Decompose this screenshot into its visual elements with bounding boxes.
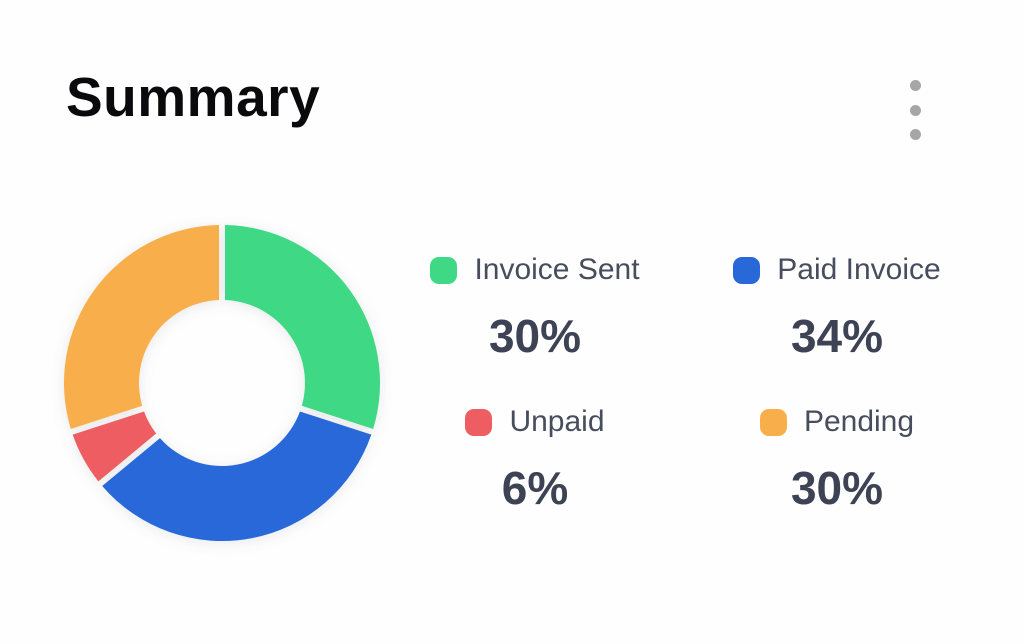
legend-swatch-invoice-sent xyxy=(430,256,458,284)
legend-item-unpaid[interactable]: Unpaid 6% xyxy=(405,405,665,511)
legend-label: Invoice Sent xyxy=(474,253,640,286)
kebab-menu-icon xyxy=(909,104,921,116)
donut-segment-invoice-sent[interactable] xyxy=(225,225,381,429)
kebab-menu-icon xyxy=(909,80,921,91)
legend-item-pending[interactable]: Pending 30% xyxy=(707,405,967,511)
legend: Invoice Sent 30% Paid Invoice 34% Unpaid… xyxy=(405,253,967,511)
legend-entry: Unpaid xyxy=(465,405,605,439)
donut-segment-unpaid[interactable] xyxy=(72,411,157,482)
legend-swatch-paid-invoice xyxy=(733,256,761,284)
donut-segment-pending[interactable] xyxy=(63,225,219,429)
legend-swatch-unpaid xyxy=(465,408,493,436)
legend-label: Pending xyxy=(803,405,915,438)
legend-swatch-pending xyxy=(759,408,787,436)
legend-value: 30% xyxy=(790,462,884,514)
donut-chart xyxy=(63,225,381,542)
legend-item-invoice-sent[interactable]: Invoice Sent 30% xyxy=(405,253,665,359)
kebab-menu-icon xyxy=(909,129,921,140)
legend-entry: Pending xyxy=(759,405,915,439)
legend-value: 6% xyxy=(501,462,569,514)
legend-entry: Invoice Sent xyxy=(430,253,640,287)
legend-item-paid-invoice[interactable]: Paid Invoice 34% xyxy=(707,253,967,359)
donut-segment-paid-invoice[interactable] xyxy=(102,411,372,542)
legend-label: Unpaid xyxy=(509,405,605,438)
legend-value: 30% xyxy=(488,310,582,362)
legend-label: Paid Invoice xyxy=(777,253,941,286)
legend-entry: Paid Invoice xyxy=(733,253,941,287)
kebab-menu-button[interactable] xyxy=(897,80,933,140)
page-title: Summary xyxy=(66,66,321,128)
legend-value: 34% xyxy=(790,310,884,362)
